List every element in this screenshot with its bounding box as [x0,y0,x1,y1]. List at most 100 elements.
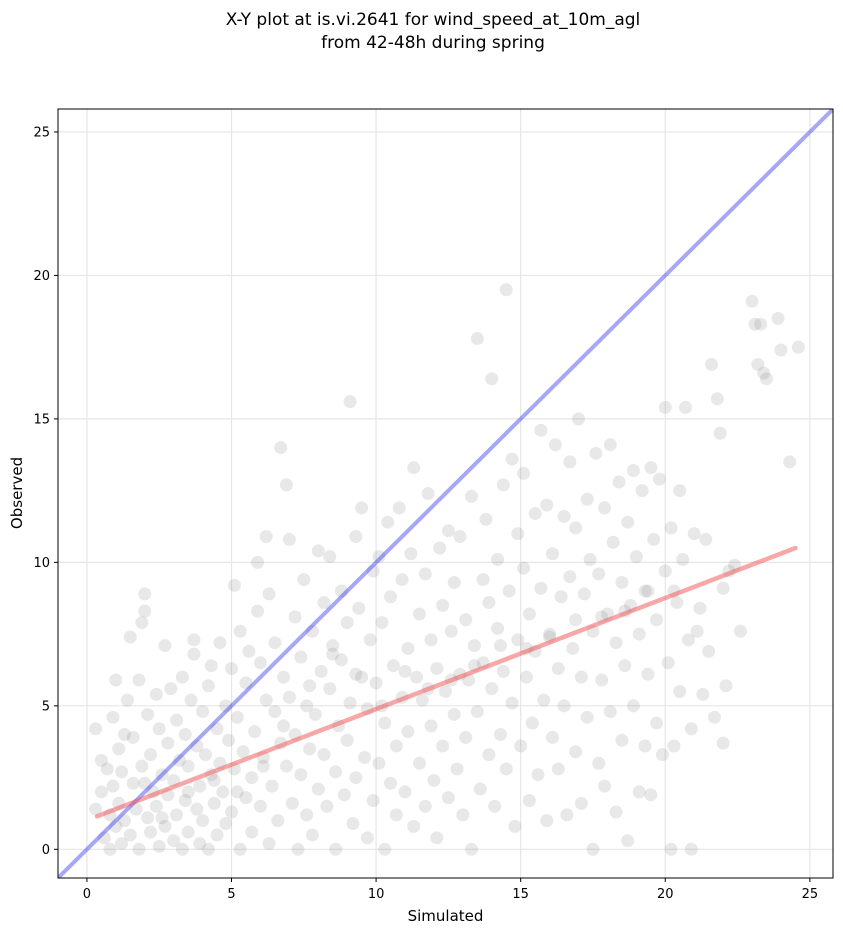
data-point [277,719,291,733]
data-point [311,782,325,796]
data-point [598,779,612,793]
data-point [262,587,276,601]
data-point [300,808,314,822]
data-point [430,831,444,845]
data-point [245,825,259,839]
data-point [424,719,438,733]
data-point [410,670,424,684]
data-point [465,842,479,856]
x-tick-label: 20 [657,887,674,902]
data-point [534,423,548,437]
data-point [198,748,212,762]
data-point [187,633,201,647]
data-point [268,705,282,719]
data-point [485,682,499,696]
data-point [716,736,730,750]
data-point [560,808,574,822]
data-point [412,756,426,770]
data-point [716,581,730,595]
data-point [589,446,603,460]
data-point [655,748,669,762]
data-point [123,828,137,842]
data-point [210,828,224,842]
data-point [175,842,189,856]
data-point [473,782,487,796]
data-point [615,733,629,747]
chart-title-line-1: X-Y plot at is.vi.2641 for wind_speed_at… [226,10,641,30]
data-point [219,699,233,713]
data-point [259,530,273,544]
data-point [109,673,123,687]
data-point [352,601,366,615]
data-point [94,785,108,799]
data-point [566,641,580,655]
axis-ticks: 0 5 10 15 20 25 0 5 10 15 20 25 [33,125,818,902]
data-point [586,842,600,856]
data-point [759,372,773,386]
data-point [470,332,484,346]
data-point [141,707,155,721]
data-point [517,561,531,575]
data-point [444,624,458,638]
data-point [262,837,276,851]
data-point [574,670,588,684]
data-point [178,728,192,742]
data-point [661,656,675,670]
data-point [144,825,158,839]
x-tick-label: 5 [227,887,235,902]
data-point [265,779,279,793]
data-point [514,739,528,753]
data-point [447,575,461,589]
data-point [303,742,317,756]
data-point [511,633,525,647]
data-point [349,667,363,681]
data-point [175,670,189,684]
data-point [253,799,267,813]
data-point [572,412,586,426]
data-point [427,773,441,787]
data-point [210,722,224,736]
data-point [436,598,450,612]
data-point [141,811,155,825]
data-point [207,773,221,787]
data-point [190,802,204,816]
data-point [441,524,455,538]
data-point [129,802,143,816]
data-point [418,567,432,581]
data-point [407,819,421,833]
data-point [285,796,299,810]
data-point [126,776,140,790]
data-point [493,639,507,653]
data-point [152,839,166,853]
data-point [551,762,565,776]
y-tick-label: 25 [33,125,50,140]
data-point [94,753,108,767]
data-point [201,679,215,693]
data-point [230,710,244,724]
data-point [592,756,606,770]
data-point [609,805,623,819]
data-point [135,616,149,630]
data-point [251,555,265,569]
data-point [569,745,583,759]
data-point [673,684,687,698]
data-point [326,647,340,661]
data-point [268,636,282,650]
data-point [525,716,539,730]
data-point [109,819,123,833]
data-point [253,656,267,670]
data-point [522,794,536,808]
data-points [89,283,805,856]
data-point [517,466,531,480]
data-point [317,596,331,610]
data-point [485,372,499,386]
data-point [609,636,623,650]
data-point [658,564,672,578]
data-point [632,785,646,799]
chart-title-line-2: from 42-48h during spring [321,33,545,53]
data-point [696,687,710,701]
data-point [505,452,519,466]
data-point [329,842,343,856]
data-point [658,400,672,414]
